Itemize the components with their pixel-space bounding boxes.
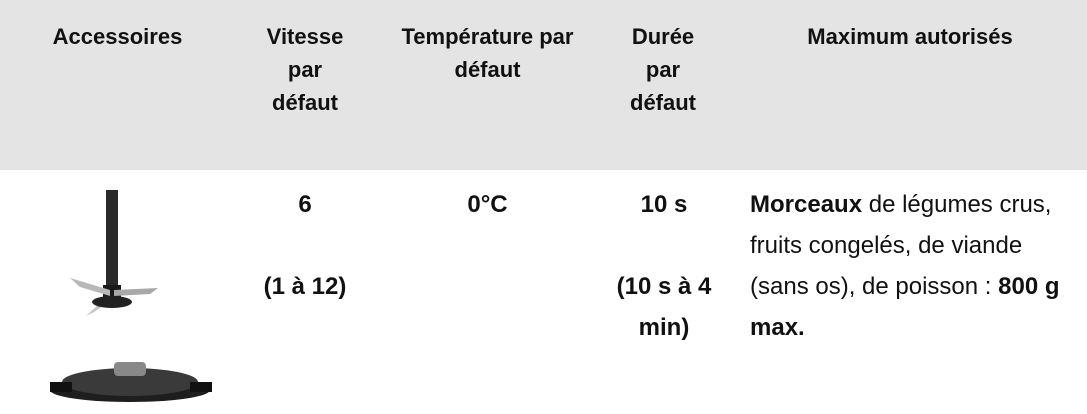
cell-text: 6: [255, 184, 355, 225]
cell-text: 0°C: [385, 184, 590, 225]
header-cell: Durée par défaut: [615, 20, 711, 119]
header-cell: Température par défaut: [385, 20, 590, 86]
bold-text: Morceaux: [750, 191, 862, 218]
page: Accessoires Vitesse par défaut Températu…: [0, 0, 1087, 414]
cell: Morceaux de légumes crus, fruits congelé…: [750, 184, 1085, 348]
blade-image: [70, 190, 158, 316]
cell: 6 (1 à 12): [255, 184, 355, 348]
header-cell: Accessoires: [20, 20, 215, 53]
cell: 0°C: [385, 184, 590, 266]
cell-text: (1 à 12): [255, 266, 355, 307]
header-cell: Maximum autorisés: [740, 20, 1080, 53]
accessory-images: [50, 190, 230, 414]
cell-text: 10 s: [605, 184, 723, 225]
lid-image: [50, 362, 212, 402]
header-cell: Vitesse par défaut: [255, 20, 355, 119]
cell: 10 s (10 s à 4 min): [605, 184, 723, 389]
cell-text: (10 s à 4 min): [605, 266, 723, 348]
